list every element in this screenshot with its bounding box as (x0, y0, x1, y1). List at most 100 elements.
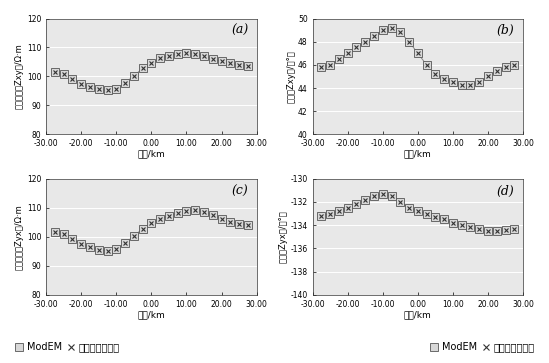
ModEM (511, 227, 518, 231)
Line: 快速多重网格法: 快速多重网格法 (319, 191, 517, 233)
ModEM (201, 54, 208, 58)
ModEM (131, 234, 137, 238)
ModEM (227, 220, 234, 224)
ModEM (423, 63, 430, 67)
ModEM (87, 85, 93, 89)
快速多重网格法 (362, 40, 368, 44)
ModEM (122, 241, 128, 245)
Line: 快速多重网格法: 快速多重网格法 (53, 50, 250, 93)
ModEM (131, 74, 137, 78)
ModEM (104, 88, 111, 93)
ModEM (166, 53, 172, 58)
X-axis label: 测点/km: 测点/km (137, 150, 165, 159)
Text: (b): (b) (497, 24, 514, 37)
ModEM (236, 63, 243, 67)
快速多重网格法 (485, 74, 491, 79)
ModEM (432, 215, 439, 219)
ModEM (414, 51, 421, 56)
ModEM (502, 228, 509, 232)
快速多重网格法 (201, 210, 208, 214)
ModEM (113, 86, 120, 91)
ModEM (502, 65, 509, 69)
ModEM (441, 217, 447, 221)
Y-axis label: 相位（Zyx）/（°）: 相位（Zyx）/（°） (279, 211, 288, 263)
Text: (a): (a) (231, 24, 248, 37)
ModEM (96, 87, 102, 92)
快速多重网格法 (122, 81, 128, 85)
快速多重网格法 (148, 221, 155, 225)
ModEM (148, 221, 155, 225)
ModEM (166, 214, 172, 218)
ModEM (183, 208, 190, 213)
快速多重网格法 (104, 88, 111, 93)
X-axis label: 测点/km: 测点/km (404, 310, 432, 319)
快速多重网格法 (476, 80, 483, 85)
快速多重网格法 (113, 86, 120, 91)
快速多重网格法 (210, 213, 216, 217)
快速多重网格法 (219, 59, 225, 64)
Legend: ModEM, 快速多重网格法: ModEM, 快速多重网格法 (425, 339, 539, 356)
ModEM (335, 209, 342, 213)
ModEM (113, 247, 120, 251)
ModEM (192, 52, 199, 56)
快速多重网格法 (494, 229, 500, 233)
快速多重网格法 (192, 52, 199, 56)
快速多重网格法 (502, 228, 509, 232)
ModEM (60, 232, 67, 237)
ModEM (476, 227, 483, 231)
快速多重网格法 (485, 229, 491, 233)
快速多重网格法 (397, 30, 404, 34)
ModEM (236, 221, 243, 226)
ModEM (52, 70, 58, 74)
快速多重网格法 (458, 82, 465, 87)
快速多重网格法 (139, 227, 146, 231)
快速多重网格法 (467, 225, 474, 230)
ModEM (318, 65, 324, 69)
X-axis label: 测点/km: 测点/km (137, 310, 165, 319)
ModEM (494, 69, 500, 73)
ModEM (379, 192, 386, 196)
快速多重网格法 (353, 45, 360, 50)
快速多重网格法 (69, 237, 76, 241)
ModEM (60, 72, 67, 76)
快速多重网格法 (131, 74, 137, 78)
ModEM (362, 197, 368, 202)
快速多重网格法 (397, 200, 404, 204)
快速多重网格法 (78, 242, 85, 246)
快速多重网格法 (157, 217, 164, 221)
ModEM (406, 40, 412, 44)
快速多重网格法 (201, 54, 208, 58)
快速多重网格法 (327, 211, 333, 216)
快速多重网格法 (96, 87, 102, 92)
快速多重网格法 (494, 69, 500, 73)
ModEM (485, 229, 491, 233)
ModEM (423, 211, 430, 216)
快速多重网格法 (458, 223, 465, 227)
ModEM (371, 34, 377, 38)
Line: ModEM: ModEM (317, 190, 518, 235)
快速多重网格法 (60, 72, 67, 76)
快速多重网格法 (69, 77, 76, 81)
ModEM (78, 82, 85, 86)
ModEM (201, 210, 208, 214)
快速多重网格法 (104, 249, 111, 253)
ModEM (210, 213, 216, 217)
Y-axis label: 相位（Zxy）/（°）: 相位（Zxy）/（°） (286, 50, 295, 103)
快速多重网格法 (52, 230, 58, 234)
快速多重网格法 (183, 208, 190, 213)
快速多重网格法 (362, 197, 368, 202)
Y-axis label: 视电阱率（Zxy）/Ω·m: 视电阱率（Zxy）/Ω·m (15, 44, 24, 109)
快速多重网格法 (166, 214, 172, 218)
ModEM (227, 61, 234, 66)
快速多重网格法 (335, 209, 342, 213)
ModEM (219, 59, 225, 64)
快速多重网格法 (379, 28, 386, 32)
快速多重网格法 (210, 57, 216, 61)
ModEM (175, 211, 181, 215)
快速多重网格法 (344, 205, 351, 210)
Line: ModEM: ModEM (317, 24, 518, 88)
ModEM (397, 200, 404, 204)
快速多重网格法 (219, 217, 225, 221)
ModEM (244, 223, 251, 227)
快速多重网格法 (236, 63, 243, 67)
